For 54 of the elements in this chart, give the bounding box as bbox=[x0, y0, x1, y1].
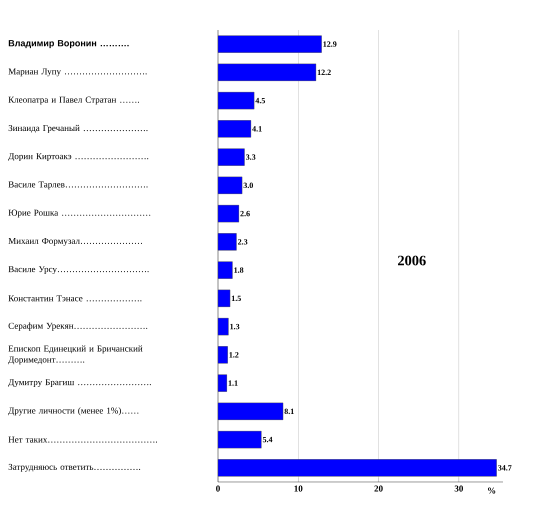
y-tick-label: Серафим Урекян……………………. bbox=[8, 322, 148, 331]
data-label: 1.1 bbox=[228, 380, 238, 386]
bar bbox=[218, 430, 262, 448]
y-tick-label: Затрудняюсь ответить……………. bbox=[8, 464, 140, 472]
bar bbox=[218, 148, 245, 166]
x-tick-label: 10 bbox=[294, 486, 302, 492]
y-tick-label: Дорин Киртоакэ ……………………. bbox=[8, 153, 148, 162]
data-label: 8.1 bbox=[284, 408, 294, 414]
data-label: 34.7 bbox=[498, 465, 512, 471]
bar bbox=[218, 402, 284, 420]
bar bbox=[218, 92, 254, 110]
bar bbox=[218, 459, 497, 477]
bar bbox=[218, 261, 233, 279]
bar bbox=[218, 64, 316, 82]
x-tick-label: 30 bbox=[454, 486, 463, 492]
y-tick-label: Епископ Единецкий и Бричанский Доримедонт………. bbox=[8, 345, 143, 364]
y-tick-label: Клеопатра и Павел Стратан ……. bbox=[8, 96, 139, 105]
data-label: 3.0 bbox=[244, 182, 253, 188]
bar bbox=[218, 346, 228, 364]
y-tick-label: Василе Тарлев………………………. bbox=[8, 181, 148, 190]
bar bbox=[218, 290, 230, 308]
y-tick-label: Юрие Рошка ………………………… bbox=[8, 210, 150, 218]
bar bbox=[218, 35, 322, 53]
data-label: 1.5 bbox=[232, 296, 241, 302]
y-tick-label: Мариан Лупу ………………………. bbox=[8, 68, 147, 76]
data-label: 4.5 bbox=[255, 98, 266, 104]
x-tick-label: 0 bbox=[216, 486, 220, 492]
y-tick-label: Владимир Воронин ………. bbox=[8, 40, 129, 48]
data-label: 3.3 bbox=[246, 154, 256, 160]
y-tick-label: Михаил Формузал………………… bbox=[8, 238, 142, 246]
data-label: 4.1 bbox=[252, 126, 262, 132]
bar bbox=[218, 120, 252, 138]
y-tick-label: Константин Тэнасе ………………. bbox=[8, 295, 142, 302]
data-label: 2.3 bbox=[238, 239, 248, 245]
bar bbox=[218, 233, 237, 251]
data-label: 1.2 bbox=[229, 352, 238, 358]
x-axis-title: % bbox=[488, 488, 496, 494]
data-label: 5.4 bbox=[262, 436, 272, 442]
data-label: 1.3 bbox=[230, 324, 240, 330]
y-tick-label: Другие личности (менее 1%)…… bbox=[8, 407, 138, 416]
data-label: 12.2 bbox=[318, 70, 331, 76]
y-tick-label: Думитру Брагиш ……………………. bbox=[8, 379, 151, 388]
annotation: 2006 bbox=[398, 256, 426, 266]
y-tick-label: Нет таких………………………………. bbox=[8, 436, 158, 443]
y-tick-label: Василе Урсу…………………………. bbox=[8, 266, 149, 274]
data-label: 2.6 bbox=[240, 210, 250, 216]
x-tick-label: 20 bbox=[374, 486, 383, 492]
bar bbox=[218, 374, 228, 392]
bar bbox=[218, 204, 240, 222]
bar bbox=[218, 176, 242, 194]
data-label: 1.8 bbox=[234, 267, 244, 273]
y-tick-label: Зинаида Гречаный …………………. bbox=[8, 124, 148, 133]
bar bbox=[218, 318, 229, 336]
data-label: 12.9 bbox=[323, 41, 336, 47]
